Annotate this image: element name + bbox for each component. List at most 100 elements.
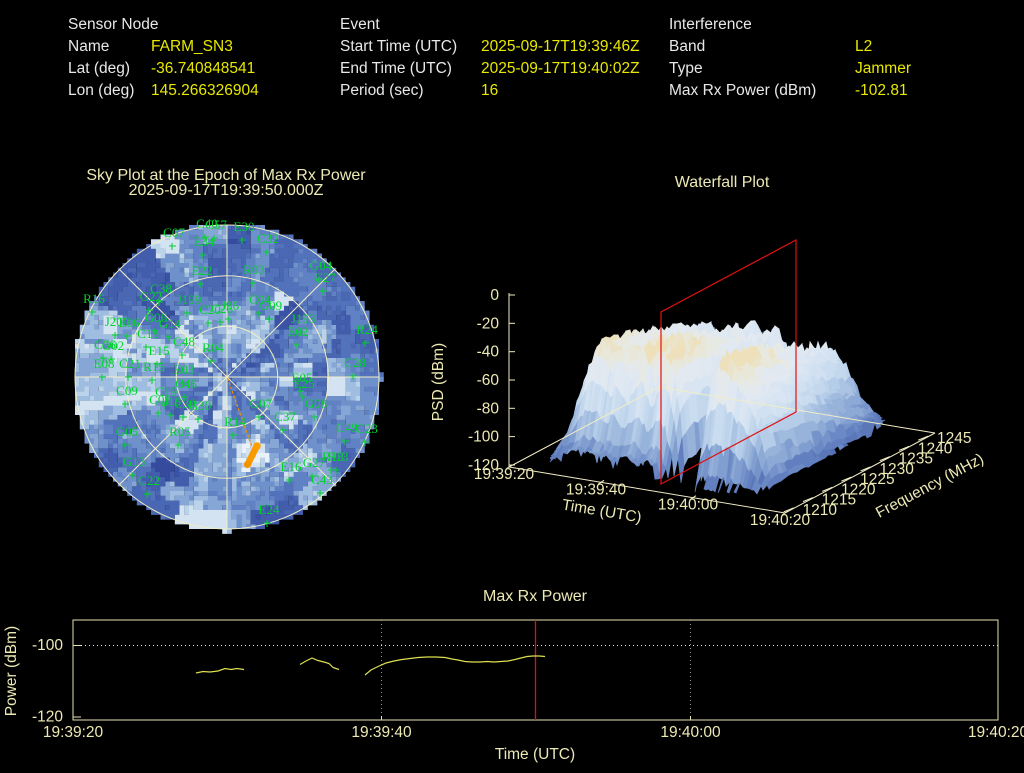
svg-text:Type: Type bbox=[669, 60, 703, 77]
svg-text:G08: G08 bbox=[305, 396, 327, 411]
svg-text:C40: C40 bbox=[196, 216, 218, 231]
svg-text:C22: C22 bbox=[138, 473, 160, 488]
svg-text:Band: Band bbox=[669, 38, 705, 55]
svg-text:1215: 1215 bbox=[822, 492, 856, 509]
svg-text:R05: R05 bbox=[169, 424, 191, 439]
svg-text:2025-09-17T19:39:46Z: 2025-09-17T19:39:46Z bbox=[481, 38, 640, 55]
svg-text:E06: E06 bbox=[119, 315, 140, 330]
svg-text:19:39:20: 19:39:20 bbox=[474, 466, 535, 483]
svg-text:2025-09-17T19:40:02Z: 2025-09-17T19:40:02Z bbox=[481, 60, 640, 77]
svg-text:-102.81: -102.81 bbox=[855, 82, 908, 99]
svg-text:E05: E05 bbox=[292, 370, 313, 385]
svg-text:E24: E24 bbox=[259, 502, 280, 517]
svg-text:G14: G14 bbox=[159, 316, 182, 331]
svg-text:R24: R24 bbox=[356, 322, 378, 337]
svg-text:19:40:00: 19:40:00 bbox=[658, 497, 719, 514]
svg-text:-40: -40 bbox=[477, 344, 500, 361]
svg-text:R16: R16 bbox=[83, 291, 105, 306]
svg-text:Name: Name bbox=[68, 38, 109, 55]
svg-text:Max Rx Power: Max Rx Power bbox=[483, 588, 588, 605]
svg-text:C27: C27 bbox=[314, 270, 336, 285]
svg-text:C57: C57 bbox=[205, 217, 227, 232]
svg-text:1240: 1240 bbox=[918, 440, 953, 457]
svg-text:E08: E08 bbox=[94, 356, 115, 371]
svg-text:J193: J193 bbox=[291, 311, 316, 326]
svg-text:Start Time (UTC): Start Time (UTC) bbox=[340, 38, 457, 55]
svg-text:-60: -60 bbox=[477, 372, 500, 389]
svg-text:0: 0 bbox=[490, 287, 499, 304]
svg-text:19:40:20: 19:40:20 bbox=[750, 512, 811, 529]
svg-text:Power (dBm): Power (dBm) bbox=[3, 626, 20, 716]
svg-text:E25: E25 bbox=[294, 376, 315, 391]
svg-text:J16: J16 bbox=[163, 394, 182, 409]
svg-text:Time (UTC): Time (UTC) bbox=[495, 746, 575, 763]
svg-text:Lat (deg): Lat (deg) bbox=[68, 60, 130, 77]
svg-text:1235: 1235 bbox=[899, 451, 933, 468]
svg-text:R14: R14 bbox=[224, 414, 246, 429]
svg-text:Lon (deg): Lon (deg) bbox=[68, 82, 134, 99]
svg-text:PSD (dBm): PSD (dBm) bbox=[430, 343, 447, 421]
svg-text:C36: C36 bbox=[94, 337, 116, 352]
svg-text:C28: C28 bbox=[344, 355, 366, 370]
svg-text:-120: -120 bbox=[32, 709, 63, 726]
svg-text:2025-09-17T19:39:50.000Z: 2025-09-17T19:39:50.000Z bbox=[129, 182, 324, 199]
svg-text:1220: 1220 bbox=[841, 481, 876, 498]
svg-text:G22: G22 bbox=[140, 289, 162, 304]
svg-text:-100: -100 bbox=[32, 637, 63, 654]
svg-text:C37: C37 bbox=[274, 409, 296, 424]
svg-text:Event: Event bbox=[340, 16, 380, 33]
svg-text:19:40:20: 19:40:20 bbox=[968, 724, 1024, 741]
svg-text:1210: 1210 bbox=[802, 502, 837, 519]
svg-text:C19: C19 bbox=[155, 384, 177, 399]
svg-text:C49: C49 bbox=[336, 420, 358, 435]
svg-text:C13: C13 bbox=[137, 326, 159, 341]
svg-text:-80: -80 bbox=[477, 400, 500, 417]
svg-text:1225: 1225 bbox=[860, 471, 894, 488]
svg-text:-100: -100 bbox=[468, 429, 499, 446]
svg-text:C48: C48 bbox=[173, 334, 195, 349]
svg-text:16: 16 bbox=[481, 82, 498, 99]
svg-text:R15: R15 bbox=[143, 359, 165, 374]
svg-text:C38: C38 bbox=[150, 281, 172, 296]
svg-text:C09: C09 bbox=[116, 383, 138, 398]
svg-text:Waterfall Plot: Waterfall Plot bbox=[675, 174, 770, 191]
svg-text:G09: G09 bbox=[260, 298, 282, 313]
svg-text:E34: E34 bbox=[194, 234, 215, 249]
svg-text:G30: G30 bbox=[189, 398, 211, 413]
svg-text:Sensor Node: Sensor Node bbox=[68, 16, 158, 33]
svg-text:R04: R04 bbox=[202, 340, 224, 355]
svg-text:G07: G07 bbox=[250, 396, 273, 411]
svg-text:R03: R03 bbox=[243, 262, 265, 277]
svg-text:E02: E02 bbox=[288, 324, 309, 339]
svg-text:C07: C07 bbox=[163, 225, 185, 240]
svg-text:G05: G05 bbox=[116, 424, 138, 439]
svg-text:C23: C23 bbox=[356, 421, 378, 436]
svg-text:G27: G27 bbox=[303, 455, 326, 470]
svg-text:E30: E30 bbox=[234, 219, 255, 234]
svg-text:J200: J200 bbox=[105, 314, 130, 329]
svg-text:C26: C26 bbox=[211, 301, 233, 316]
svg-text:G02: G02 bbox=[102, 338, 124, 353]
svg-text:End Time (UTC): End Time (UTC) bbox=[340, 60, 452, 77]
svg-text:19:39:40: 19:39:40 bbox=[566, 481, 627, 498]
svg-text:Interference: Interference bbox=[669, 16, 752, 33]
svg-text:C04: C04 bbox=[249, 292, 271, 307]
svg-text:E16: E16 bbox=[281, 459, 302, 474]
svg-text:FARM_SN3: FARM_SN3 bbox=[151, 38, 233, 55]
svg-text:1245: 1245 bbox=[937, 430, 971, 447]
svg-text:-120: -120 bbox=[468, 457, 499, 474]
svg-text:C39: C39 bbox=[174, 396, 196, 411]
svg-text:C32: C32 bbox=[257, 231, 279, 246]
svg-text:E22: E22 bbox=[192, 263, 213, 278]
svg-text:E03: E03 bbox=[174, 362, 195, 377]
svg-text:J199: J199 bbox=[177, 292, 202, 307]
svg-text:19:40:00: 19:40:00 bbox=[660, 724, 721, 741]
svg-text:L2: L2 bbox=[855, 38, 872, 55]
svg-text:Jammer: Jammer bbox=[855, 60, 911, 77]
svg-text:J96: J96 bbox=[221, 298, 240, 313]
svg-text:Max Rx Power (dBm): Max Rx Power (dBm) bbox=[669, 82, 816, 99]
svg-text:-36.740848541: -36.740848541 bbox=[151, 60, 255, 77]
svg-text:C46: C46 bbox=[175, 376, 197, 391]
svg-text:145.266326904: 145.266326904 bbox=[151, 82, 259, 99]
svg-text:C01: C01 bbox=[149, 392, 171, 407]
